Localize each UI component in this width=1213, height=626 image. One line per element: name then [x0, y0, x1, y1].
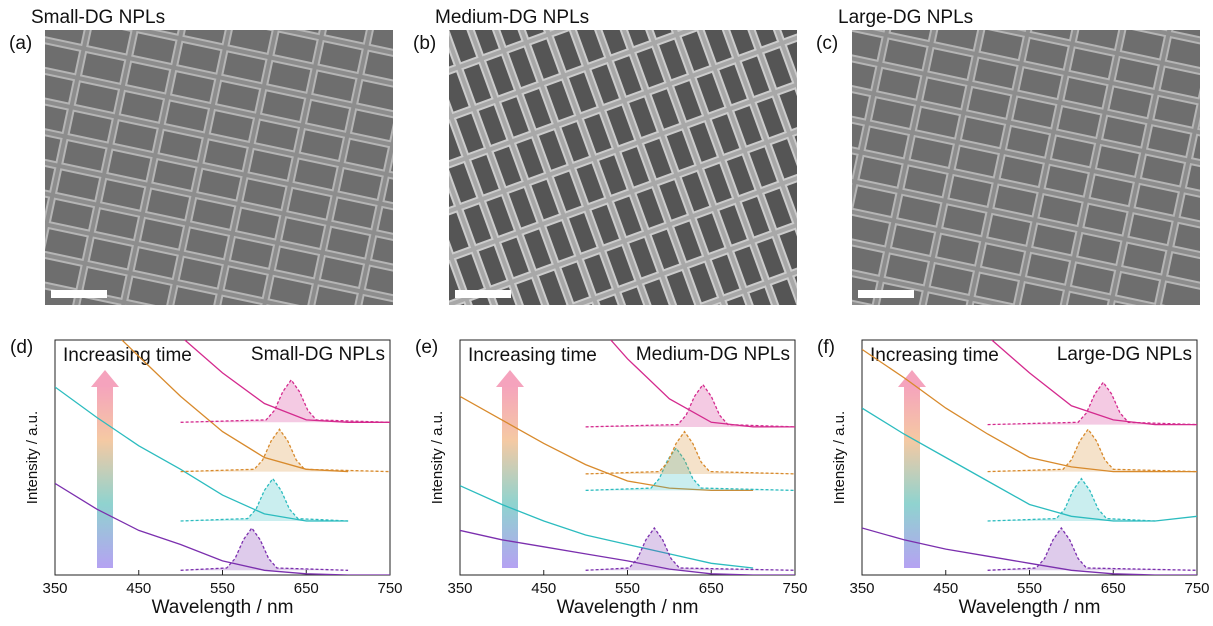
scale-bar — [455, 290, 511, 298]
x-tick-label: 550 — [210, 580, 235, 597]
chart-title: Medium-DG NPLs — [636, 344, 790, 365]
x-tick-label: 450 — [126, 580, 151, 597]
panel-label: (b) — [413, 33, 436, 54]
peak-fill — [181, 528, 349, 570]
figure: (a)Small-DG NPLs(b)Medium-DG NPLs(c)Larg… — [0, 0, 1213, 621]
peak-fill — [988, 479, 1156, 521]
arrow-body — [97, 385, 113, 568]
y-axis-label: Intensity / a.u. — [24, 411, 41, 504]
pl-line — [586, 528, 795, 570]
x-tick-label: 650 — [699, 580, 724, 597]
x-tick-label: 750 — [782, 580, 807, 597]
panel-label: (e) — [415, 337, 438, 358]
peak-fill — [586, 528, 795, 570]
peak-fill — [181, 429, 390, 471]
x-tick-label: 550 — [1017, 580, 1042, 597]
x-tick-label: 450 — [933, 580, 958, 597]
annotation: Increasing time — [870, 345, 999, 366]
tem-image — [45, 30, 393, 305]
peak-fill — [586, 432, 795, 474]
annotation: Increasing time — [63, 345, 192, 366]
panel-title: Small-DG NPLs — [31, 7, 165, 28]
annotation: Increasing time — [468, 345, 597, 366]
x-tick-label: 750 — [1184, 580, 1209, 597]
panel-label: (a) — [9, 33, 32, 54]
panel-title: Medium-DG NPLs — [435, 7, 589, 28]
peak-fill — [181, 380, 390, 422]
tem-image — [852, 30, 1200, 305]
x-axis-label: Wavelength / nm — [959, 597, 1101, 618]
panel-label: (c) — [816, 33, 838, 54]
tem-image — [449, 30, 797, 305]
panel-title: Large-DG NPLs — [838, 7, 973, 28]
panel-label: (d) — [10, 337, 33, 358]
panel-label: (f) — [817, 337, 835, 358]
y-axis-label: Intensity / a.u. — [429, 411, 446, 504]
chart-title: Large-DG NPLs — [1057, 344, 1192, 365]
x-axis-label: Wavelength / nm — [152, 597, 294, 618]
pl-line — [988, 528, 1197, 570]
peak-fill — [988, 382, 1197, 424]
arrow-head — [898, 370, 926, 387]
x-tick-label: 650 — [294, 580, 319, 597]
x-tick-label: 350 — [42, 580, 67, 597]
x-tick-label: 650 — [1101, 580, 1126, 597]
peak-fill — [988, 528, 1197, 570]
x-tick-label: 450 — [531, 580, 556, 597]
x-tick-label: 350 — [849, 580, 874, 597]
x-tick-label: 750 — [377, 580, 402, 597]
chart-title: Small-DG NPLs — [251, 344, 385, 365]
x-tick-label: 550 — [615, 580, 640, 597]
arrow-head — [91, 370, 119, 387]
scale-bar — [51, 290, 107, 298]
arrow-head — [496, 370, 524, 387]
y-axis-label: Intensity / a.u. — [831, 411, 848, 504]
scale-bar — [858, 290, 914, 298]
x-axis-label: Wavelength / nm — [557, 597, 699, 618]
x-tick-label: 350 — [447, 580, 472, 597]
